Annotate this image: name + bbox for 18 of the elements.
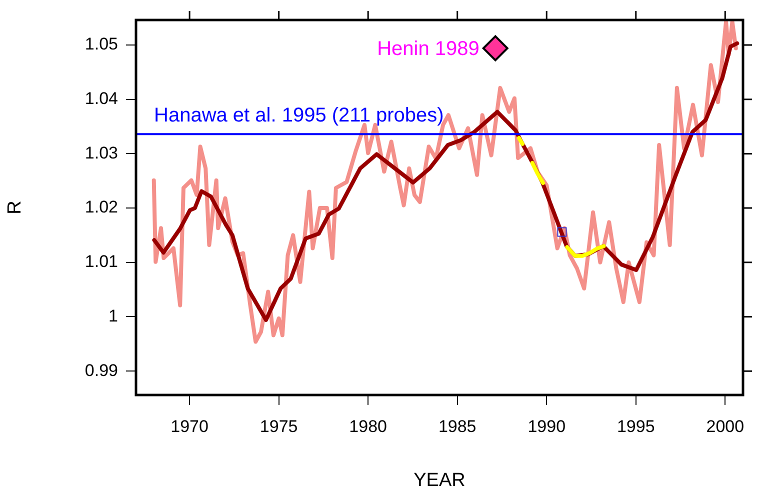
y-tick-label: 1.02 [84,198,118,217]
x-tick-label: 1985 [438,416,476,436]
x-tick-label: 2000 [706,416,744,436]
y-tick-label: 1.03 [84,143,118,162]
x-tick-label: 1995 [616,416,655,436]
y-tick-label: 0.99 [84,360,118,380]
x-tick-label: 1990 [528,416,566,436]
x-tick-label: 1975 [260,416,298,436]
x-tick-label: 1980 [349,416,387,436]
y-tick-label: 1.05 [84,34,118,54]
y-tick-label: 1.01 [84,252,118,272]
ref-line-label: Hanawa et al. 1995 (211 probes) [154,104,444,127]
y-axis-title: R [4,200,26,214]
y-tick-label: 1.04 [84,89,118,108]
x-axis-title: YEAR [414,470,466,491]
y-tick-label: 1 [108,306,118,326]
annotation: Henin 1989 [377,38,480,60]
x-tick-label: 1970 [170,416,208,436]
